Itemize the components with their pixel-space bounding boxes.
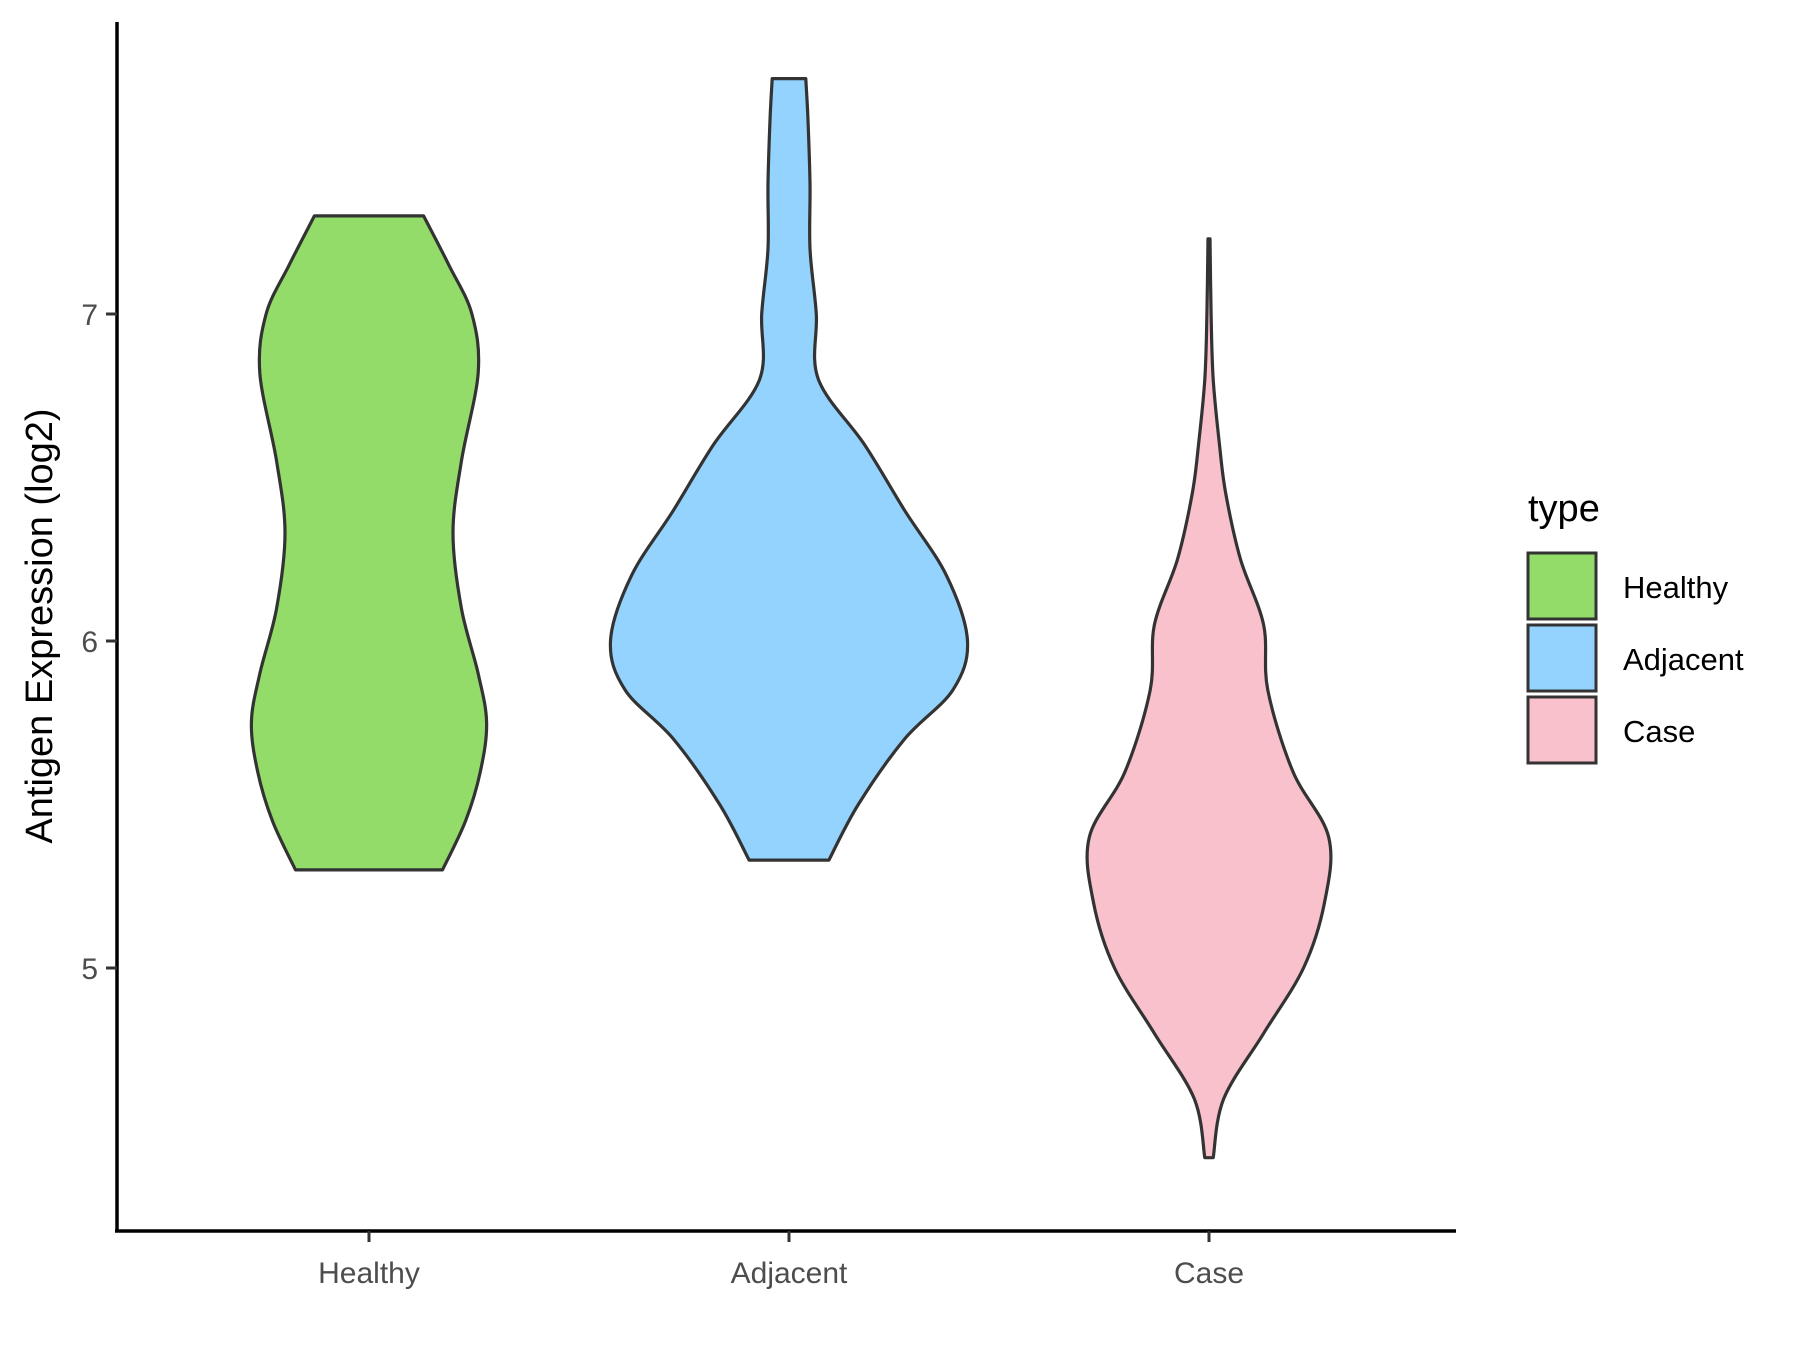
violin-adjacent: [608, 77, 970, 862]
x-tick-label-adjacent: Adjacent: [731, 1257, 848, 1290]
legend-label-healthy: Healthy: [1623, 570, 1729, 605]
legend: type Healthy Adjacent Case: [1526, 488, 1744, 765]
legend-label-adjacent: Adjacent: [1623, 642, 1744, 677]
y-tick-label: 6: [81, 626, 98, 659]
y-tick-label: 7: [81, 299, 98, 332]
x-tick-label-healthy: Healthy: [318, 1257, 420, 1290]
y-tick-label: 5: [81, 953, 98, 986]
violin-healthy: [249, 214, 489, 872]
legend-label-case: Case: [1623, 714, 1695, 749]
y-ticks: 5 6 7: [81, 299, 117, 986]
legend-title: type: [1528, 488, 1600, 530]
y-axis-title: Antigen Expression (log2): [19, 408, 61, 843]
x-ticks: Healthy Adjacent Case: [318, 1231, 1244, 1290]
x-tick-label-case: Case: [1174, 1257, 1244, 1290]
axes: 5 6 7 Healthy Adjacent Case Antigen Expressi…: [19, 22, 1456, 1290]
legend-key-healthy: [1526, 551, 1598, 621]
legend-key-case: [1526, 695, 1598, 765]
legend-key-adjacent: [1526, 623, 1598, 693]
violin-case: [1085, 237, 1333, 1160]
plot-area: [249, 77, 1333, 1160]
